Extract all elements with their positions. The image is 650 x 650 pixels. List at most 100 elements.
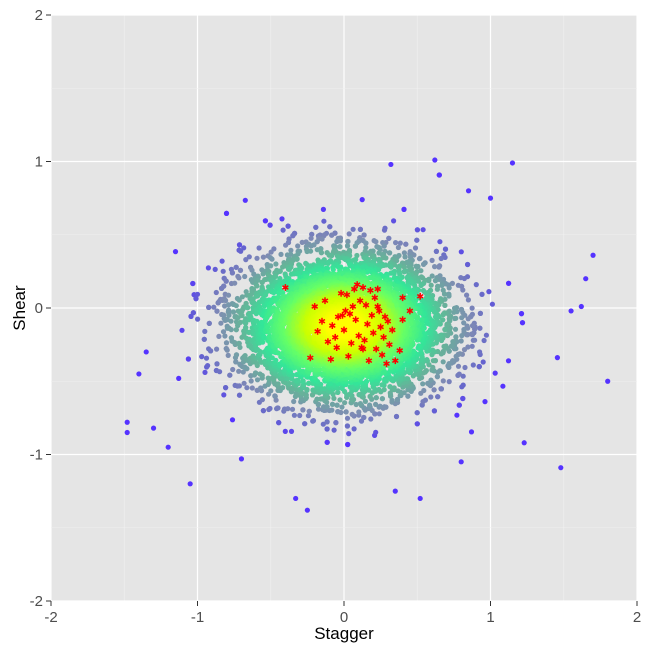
density-point <box>283 242 289 248</box>
density-point <box>202 328 208 334</box>
density-point <box>320 421 326 427</box>
density-point <box>288 251 294 257</box>
density-point <box>220 268 226 274</box>
density-point <box>482 399 488 405</box>
density-point <box>309 392 316 398</box>
density-point <box>241 245 247 251</box>
density-point <box>300 407 306 413</box>
density-point <box>244 385 250 391</box>
density-point <box>429 273 435 279</box>
density-point <box>363 240 369 246</box>
density-point <box>254 360 260 367</box>
density-point <box>381 387 387 393</box>
density-point <box>451 309 457 315</box>
density-point <box>352 243 358 249</box>
density-point <box>271 375 277 381</box>
density-point <box>395 244 401 251</box>
density-point <box>259 397 265 403</box>
density-point <box>452 315 458 322</box>
density-point <box>297 412 303 419</box>
density-point <box>324 426 330 432</box>
density-point <box>314 239 320 245</box>
density-point <box>354 252 360 259</box>
density-point <box>213 289 219 296</box>
density-point <box>228 327 234 333</box>
density-point <box>193 296 199 302</box>
density-point <box>290 233 296 239</box>
density-point <box>402 254 408 260</box>
density-point <box>387 384 393 390</box>
density-point <box>179 327 185 333</box>
density-point <box>330 266 336 273</box>
density-point <box>459 333 465 339</box>
density-point <box>391 218 397 224</box>
density-point <box>333 420 339 426</box>
density-point <box>418 268 424 274</box>
density-point <box>367 402 373 408</box>
density-point <box>224 347 230 353</box>
density-point <box>337 244 343 250</box>
density-point <box>359 197 365 203</box>
density-point <box>205 363 211 369</box>
density-point <box>243 320 249 326</box>
density-point <box>212 266 218 272</box>
density-point <box>294 256 300 262</box>
density-point <box>285 406 291 412</box>
density-point <box>344 423 350 429</box>
density-point <box>293 390 299 397</box>
density-point <box>241 380 247 386</box>
density-point <box>500 383 506 389</box>
density-point <box>218 320 224 326</box>
density-point <box>246 254 252 260</box>
density-point <box>450 339 456 345</box>
density-point <box>329 253 335 259</box>
density-point <box>460 287 466 293</box>
density-point <box>335 409 341 415</box>
density-point <box>195 316 201 322</box>
density-point <box>259 279 265 285</box>
density-point <box>233 303 239 309</box>
density-point <box>431 408 437 414</box>
density-point <box>480 359 486 365</box>
density-point <box>331 395 337 401</box>
density-point <box>236 383 242 389</box>
density-point <box>458 306 465 313</box>
density-point <box>477 325 483 331</box>
density-point <box>393 413 400 420</box>
density-point <box>450 358 456 364</box>
density-point <box>236 368 242 374</box>
density-point <box>236 392 243 398</box>
density-point <box>412 371 419 377</box>
density-point <box>313 224 319 230</box>
density-point <box>223 340 230 346</box>
density-point <box>356 409 362 415</box>
density-point <box>389 397 395 404</box>
density-point <box>190 280 196 287</box>
density-point <box>362 398 368 404</box>
density-point <box>506 280 512 286</box>
density-point <box>233 327 239 333</box>
density-point <box>260 408 266 414</box>
density-point <box>291 412 297 418</box>
density-point <box>442 246 449 252</box>
density-point <box>331 427 337 433</box>
density-point <box>440 378 446 384</box>
density-point <box>265 375 271 381</box>
density-point <box>327 224 333 230</box>
density-point <box>363 378 370 385</box>
density-point <box>428 377 434 383</box>
density-point <box>337 397 343 403</box>
density-point <box>217 369 223 375</box>
density-point <box>286 266 292 272</box>
density-point <box>206 320 212 326</box>
density-point <box>446 379 452 385</box>
density-point <box>329 407 335 413</box>
density-point <box>455 282 461 288</box>
density-point <box>403 241 409 247</box>
density-point <box>446 361 452 367</box>
density-point <box>452 326 459 332</box>
density-point <box>435 394 441 400</box>
density-point <box>429 257 435 263</box>
density-point <box>308 248 314 254</box>
density-point <box>458 249 464 255</box>
